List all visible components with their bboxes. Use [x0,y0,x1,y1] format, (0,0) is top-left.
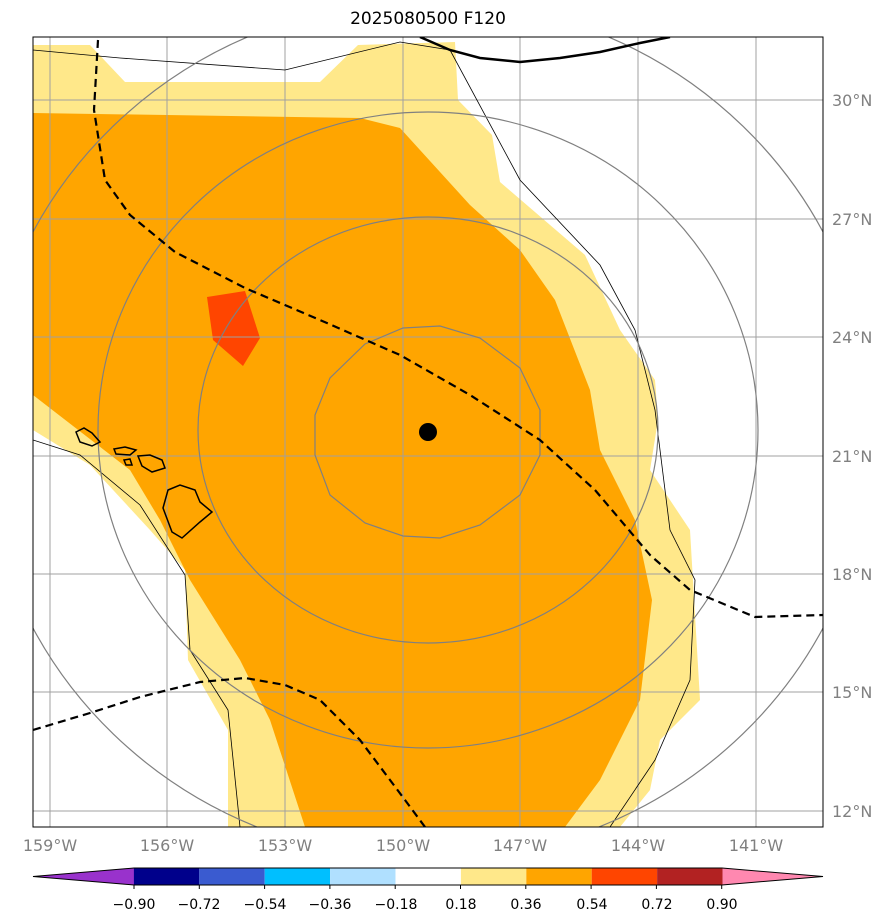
colorbar-segment [133,868,200,885]
colorbar-label: −0.72 [178,897,221,913]
range-rings [33,37,823,827]
lat-label-12: 12°N [832,802,872,821]
cone-outline [33,41,696,827]
colorbar-segment [395,868,461,885]
colorbar-label: 0.90 [706,897,737,913]
island-oahu [112,446,138,456]
colorbar-segment [199,868,265,885]
colorbar-segment [460,868,527,885]
lon-label-147: 147°W [493,836,548,855]
colorbar-segment [722,868,823,885]
colorbar-segment [657,868,723,885]
lat-labels: 30°N 27°N 24°N 21°N 18°N 15°N 12°N [832,91,872,821]
colorbar-label: 0.18 [445,897,476,913]
shade-high-region [207,291,260,366]
upper-dashed-line [92,39,823,619]
lon-label-156: 156°W [140,836,195,855]
lon-labels: 159°W 156°W 153°W 150°W 147°W 144°W 141°… [23,836,784,855]
gridlines [33,37,823,827]
colorbar [32,867,824,889]
shade-medium-region [33,113,652,827]
lon-label-159: 159°W [23,836,78,855]
colorbar-label: −0.18 [375,897,418,913]
island-maui [136,454,166,473]
colorbar-segment [33,868,134,885]
cone-outline-lower [33,439,241,827]
coastline-islands [75,427,214,539]
lon-label-141: 141°W [729,836,784,855]
map-title: 2025080500 F120 [350,9,506,29]
lat-label-18: 18°N [832,565,872,584]
lat-label-21: 21°N [832,447,872,466]
colorbar-label: 0.36 [510,897,541,913]
map-plot-area [33,37,823,827]
solid-arc [419,37,671,64]
lat-label-24: 24°N [832,328,872,347]
lon-label-153: 153°W [258,836,313,855]
colorbar-segment [264,868,331,885]
colorbar-label: 0.72 [641,897,672,913]
island-kauai [75,427,102,447]
colorbar-segment [526,868,592,885]
island-big-island [162,484,214,539]
colorbar-label: −0.54 [244,897,287,913]
lat-label-15: 15°N [832,683,872,702]
colorbar-label: −0.36 [309,897,352,913]
colorbar-segment [330,868,396,885]
plot-frame [32,36,824,828]
storm-center-marker [419,423,437,441]
lower-dashed-line [33,676,426,827]
colorbar-segment [591,868,658,885]
colorbar-label: 0.54 [576,897,607,913]
lat-label-30: 30°N [832,91,872,110]
lon-label-144: 144°W [611,836,666,855]
colorbar-labels: −0.90 −0.72 −0.54 −0.36 −0.18 0.18 0.36 … [113,897,738,913]
lon-label-150: 150°W [376,836,431,855]
island-molokai [122,458,134,466]
dashed-tracks [33,39,823,827]
lat-label-27: 27°N [832,210,872,229]
colorbar-label: −0.90 [113,897,156,913]
